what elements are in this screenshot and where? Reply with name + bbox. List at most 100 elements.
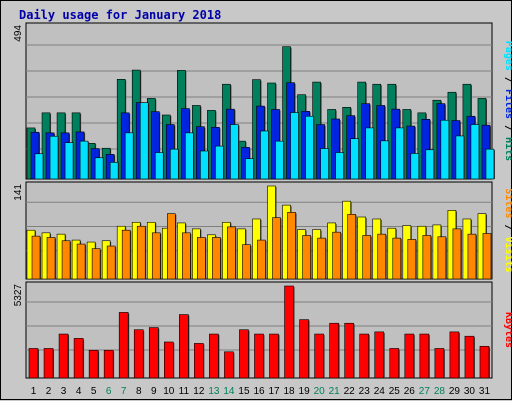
kbytes-bar-day-14	[224, 351, 234, 379]
kbytes-bar-day-25	[389, 348, 400, 379]
pages-bar-day-18	[290, 112, 299, 180]
kbytes-bar-day-30	[464, 335, 475, 379]
y-max-label: 494	[13, 25, 24, 42]
sites-bar-day-1	[31, 235, 41, 280]
kbytes-bar-day-1	[28, 348, 39, 379]
kbytes-bar-day-3	[58, 333, 69, 379]
sites-bar-day-30	[467, 233, 477, 280]
sites-bar-day-10	[166, 213, 176, 280]
sites-bar-day-8	[136, 225, 146, 280]
kbytes-bar-day-10	[163, 341, 174, 379]
pages-bar-day-1	[34, 153, 44, 180]
sites-bar-day-6	[106, 245, 116, 280]
kbytes-bar-day-6	[103, 349, 114, 379]
sites-bar-day-18	[287, 212, 296, 280]
kbytes-bar-day-16	[254, 333, 264, 379]
x-tick-label: 23	[359, 386, 371, 397]
kbytes-bar-day-11	[179, 314, 189, 379]
kbytes-bar-day-8	[133, 329, 144, 379]
sites-bar-day-26	[407, 239, 417, 280]
sites-bar-day-24	[377, 233, 387, 280]
x-tick-label: 17	[268, 386, 280, 397]
sites-bar-day-2	[46, 237, 56, 280]
x-tick-label: 3	[61, 386, 67, 397]
pages-bar-day-17	[275, 140, 284, 180]
sites-bar-day-15	[242, 244, 251, 280]
sites-bar-day-29	[452, 228, 462, 280]
x-tick-label: 19	[299, 386, 311, 397]
pages-bar-day-30	[470, 124, 480, 180]
kbytes-bar-day-18	[284, 285, 294, 379]
kbytes-bar-day-4	[73, 338, 84, 379]
x-tick-label: 28	[434, 386, 446, 397]
pages-bar-day-29	[455, 135, 465, 180]
sites-bar-day-31	[482, 233, 492, 280]
pages-bar-day-31	[485, 148, 495, 180]
sites-bar-day-20	[317, 237, 326, 280]
kbytes-bar-day-20	[314, 333, 324, 379]
series-label-hits-files-pages: Pages / Files / Hits	[503, 41, 512, 161]
kbytes-bar-day-24	[374, 331, 385, 379]
kbytes-bar-day-12	[194, 343, 204, 379]
pages-bar-day-4	[79, 140, 89, 180]
x-tick-label: 4	[76, 386, 82, 397]
sites-bar-day-25	[392, 237, 402, 280]
kbytes-bar-day-13	[209, 333, 219, 379]
x-tick-label: 29	[449, 386, 461, 397]
sites-bar-day-27	[422, 235, 432, 280]
kbytes-bar-day-31	[479, 345, 490, 379]
x-tick-label: 6	[106, 386, 112, 397]
x-tick-label: 22	[344, 386, 356, 397]
sites-bar-day-5	[91, 248, 101, 280]
sites-bar-day-11	[182, 232, 191, 280]
pages-bar-day-6	[109, 162, 119, 180]
x-tick-label: 21	[329, 386, 341, 397]
x-tick-label: 31	[479, 386, 491, 397]
x-tick-label: 27	[419, 386, 431, 397]
pages-bar-day-8	[139, 102, 149, 180]
x-tick-label: 1	[31, 386, 37, 397]
chart-title: Daily usage for January 2018	[19, 8, 222, 22]
kbytes-bar-day-27	[419, 333, 430, 379]
pages-bar-day-16	[260, 130, 269, 180]
sites-bar-day-12	[197, 237, 206, 280]
x-tick-label: 13	[208, 386, 220, 397]
y-max-label: 5327	[13, 284, 24, 307]
x-tick-label: 20	[314, 386, 326, 397]
pages-bar-day-19	[305, 115, 314, 180]
kbytes-bar-day-26	[404, 333, 415, 379]
sites-bar-day-21	[332, 231, 341, 280]
pages-bar-day-20	[320, 148, 329, 180]
pages-bar-day-3	[64, 142, 74, 180]
kbytes-bar-day-17	[269, 333, 279, 379]
x-tick-label: 24	[374, 386, 386, 397]
sites-bar-day-7	[121, 229, 131, 280]
y-max-label: 141	[13, 184, 24, 201]
kbytes-bar-day-22	[344, 322, 354, 379]
series-label-visits-sites: Sites / Visits	[503, 188, 512, 272]
x-tick-label: 18	[284, 386, 296, 397]
pages-bar-day-23	[365, 127, 375, 180]
sites-bar-day-4	[76, 243, 86, 280]
x-tick-label: 15	[238, 386, 250, 397]
pages-bar-day-2	[49, 135, 59, 180]
x-tick-label: 30	[464, 386, 476, 397]
pages-bar-day-22	[350, 138, 359, 180]
pages-bar-day-28	[440, 119, 450, 180]
x-tick-label: 25	[389, 386, 401, 397]
pages-bar-day-9	[154, 152, 164, 180]
kbytes-bar-day-2	[43, 348, 54, 379]
pages-bar-day-11	[185, 132, 194, 180]
pages-bar-day-5	[94, 157, 104, 180]
pages-bar-day-7	[124, 132, 134, 180]
x-tick-label: 2	[46, 386, 52, 397]
kbytes-bar-day-7	[118, 312, 129, 379]
sites-bar-day-28	[437, 236, 447, 280]
kbytes-bar-day-21	[329, 322, 339, 379]
x-tick-label: 14	[223, 386, 235, 397]
kbytes-bar-day-29	[449, 331, 460, 379]
pages-bar-day-27	[425, 149, 435, 180]
kbytes-bar-day-9	[148, 327, 159, 379]
kbytes-bar-day-19	[299, 319, 309, 379]
